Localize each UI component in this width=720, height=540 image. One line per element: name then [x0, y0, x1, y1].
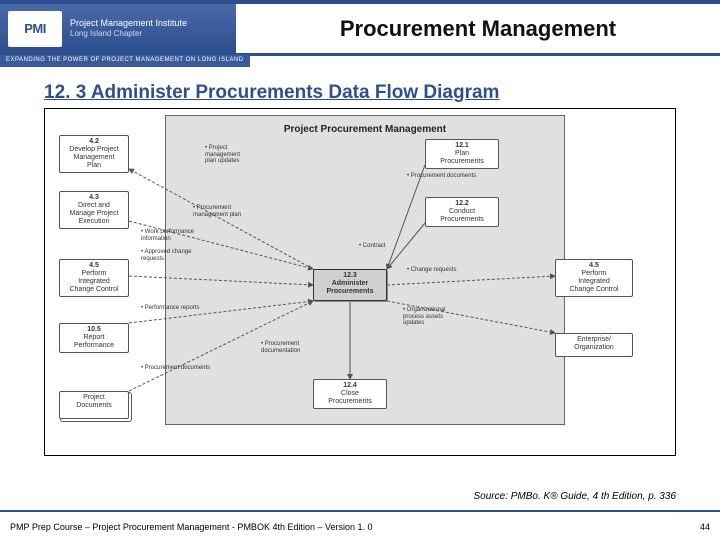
tagline: EXPANDING THE POWER OF PROJECT MANAGEMEN… — [0, 55, 250, 67]
logo-badge: PMI — [8, 11, 62, 47]
section-title: 12. 3 Administer Procurements Data Flow … — [44, 82, 720, 104]
logo-block: PMI Project Management Institute Long Is… — [0, 4, 236, 53]
node-n45a: 4.5PerformIntegratedChange Control — [59, 259, 129, 297]
logo-line2: Long Island Chapter — [70, 29, 187, 39]
node-n43: 4.3Direct andManage ProjectExecution — [59, 191, 129, 229]
logo-line1: Project Management Institute — [70, 18, 187, 29]
source-citation: Source: PMBo. K® Guide, 4 th Edition, p.… — [474, 491, 676, 502]
bullet-b_opa: Organizationalprocess assetsupdates — [403, 307, 445, 327]
diagram-inner-title: Project Procurement Management — [166, 124, 564, 135]
footer: PMP Prep Course – Project Procurement Ma… — [10, 522, 710, 532]
bullet-b_prdoc: Procurementdocumentation — [261, 341, 300, 354]
bullet-b_pmp: Projectmanagementplan updates — [205, 145, 240, 165]
footer-divider — [0, 510, 720, 512]
bullet-b_perf: Performance reports — [141, 305, 199, 312]
node-n123: 12.3AdministerProcurements — [313, 269, 387, 301]
header: PMI Project Management Institute Long Is… — [0, 0, 720, 56]
footer-page-number: 44 — [700, 522, 710, 532]
bullet-b_pdocs: Procurement documents — [141, 365, 210, 372]
page-title: Procurement Management — [236, 16, 720, 42]
node-docs: ProjectDocuments — [59, 391, 129, 419]
bullet-b_pmplan: Procurementmanagement plan — [193, 205, 241, 218]
bullet-b_wpi: Work performanceinformation — [141, 229, 194, 242]
node-ent: Enterprise/Organization — [555, 333, 633, 357]
bullet-b_ctr: Contract — [359, 243, 385, 250]
node-n121: 12.1PlanProcurements — [425, 139, 499, 169]
bullet-b_pd2: Procurement documents — [407, 173, 476, 180]
bullet-b_chr: Change requests — [407, 267, 456, 274]
diagram: Project Procurement Management 4.2Develo… — [44, 108, 676, 456]
node-n122: 12.2ConductProcurements — [425, 197, 499, 227]
node-n105: 10.5ReportPerformance — [59, 323, 129, 353]
node-n124: 12.4CloseProcurements — [313, 379, 387, 409]
node-n42: 4.2Develop ProjectManagementPlan — [59, 135, 129, 173]
footer-left: PMP Prep Course – Project Procurement Ma… — [10, 522, 373, 532]
bullet-b_acr: Approved changerequests — [141, 249, 191, 262]
node-n45b: 4.5PerformIntegratedChange Control — [555, 259, 633, 297]
logo-text: Project Management Institute Long Island… — [70, 18, 187, 38]
